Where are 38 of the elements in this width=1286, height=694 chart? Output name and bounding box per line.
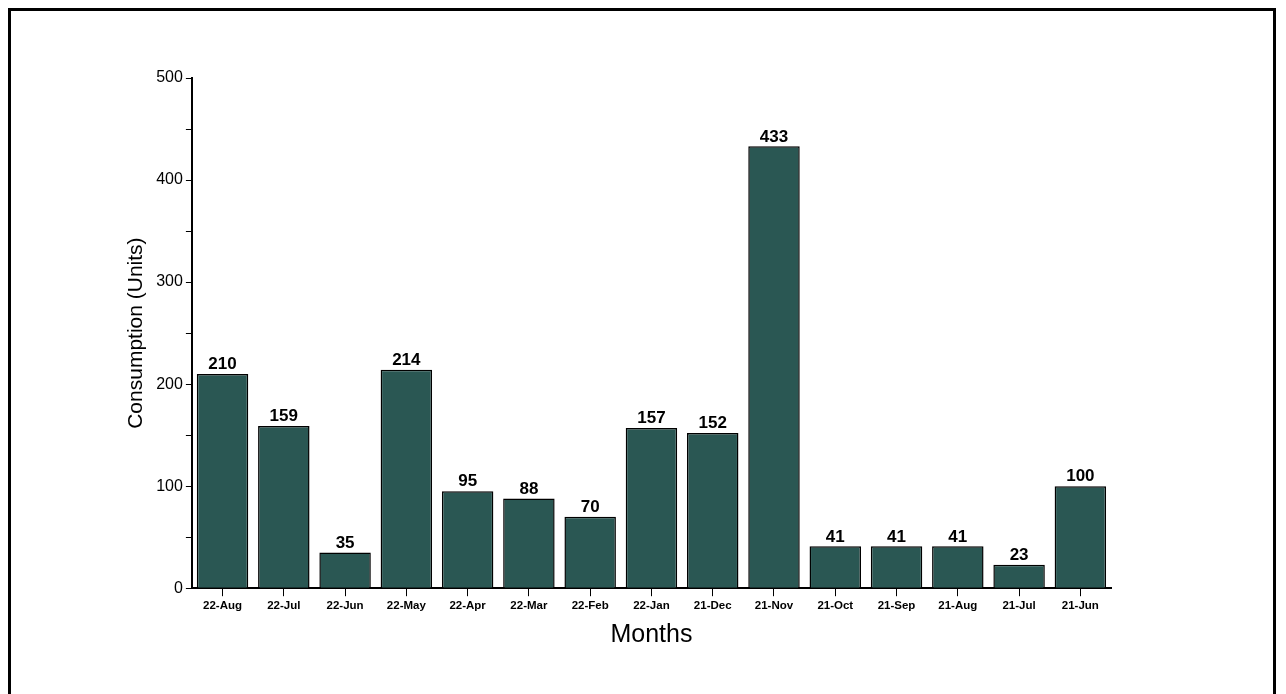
data-label: 95 (458, 471, 478, 491)
x-tick-label: 22-Jul (267, 599, 301, 612)
data-label: 23 (1009, 544, 1029, 564)
y-tick-label: 200 (156, 374, 183, 392)
y-tick-label: 400 (156, 170, 183, 188)
y-tick-label: 500 (156, 68, 183, 86)
x-tick-label: 21-Oct (817, 599, 854, 612)
x-tick-label: 22-Aug (203, 599, 243, 612)
x-tick-label: 22-Jun (326, 599, 364, 612)
x-tick-label: 21-Jul (1002, 599, 1036, 612)
x-tick-label: 21-Aug (938, 599, 978, 612)
x-tick-label: 21-Sep (877, 599, 916, 612)
data-label: 159 (269, 406, 298, 426)
x-tick-label: 22-May (386, 599, 427, 612)
x-axis-title: Months (610, 618, 693, 647)
data-label: 41 (948, 526, 968, 546)
x-tick-label: 22-Mar (510, 599, 548, 612)
x-tick-label: 21-Dec (693, 599, 733, 612)
data-label: 100 (1066, 466, 1095, 486)
data-label: 433 (759, 126, 789, 146)
data-label: 214 (392, 350, 422, 370)
y-tick-label: 0 (173, 578, 183, 596)
data-label: 157 (637, 408, 666, 428)
data-label: 70 (580, 496, 600, 516)
data-label: 88 (519, 478, 539, 498)
y-axis-title: Consumption (Units) (123, 237, 147, 429)
y-tick-label: 300 (156, 272, 183, 290)
data-label: 41 (887, 526, 906, 546)
data-label: 210 (208, 354, 237, 374)
x-tick-label: 21-Jun (1061, 599, 1099, 612)
data-label: 35 (335, 532, 355, 552)
y-tick-label: 100 (156, 476, 183, 494)
x-tick-label: 21-Nov (754, 599, 794, 612)
data-label: 152 (698, 413, 727, 433)
x-tick-label: 22-Feb (571, 599, 609, 612)
x-tick-label: 22-Apr (449, 599, 487, 612)
x-tick-label: 22-Jan (633, 599, 670, 612)
data-label: 41 (825, 526, 845, 546)
